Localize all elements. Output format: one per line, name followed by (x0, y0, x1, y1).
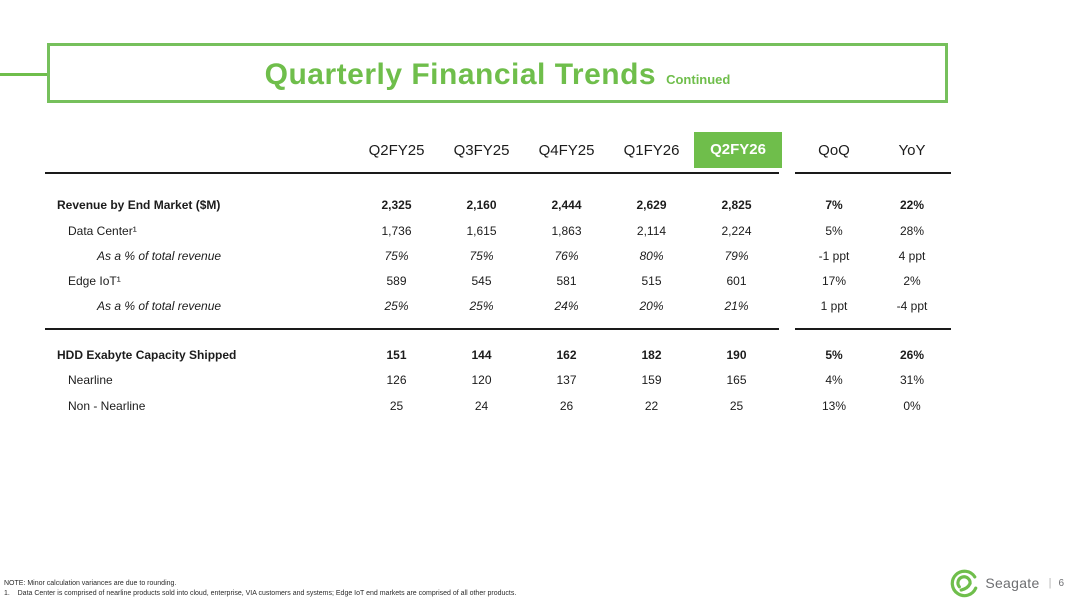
cell-value: 120 (471, 373, 492, 387)
cell-value: 79% (724, 248, 749, 263)
cell-value: 0% (903, 399, 921, 413)
cell-value: 24 (474, 399, 489, 413)
cell-value: 162 (524, 328, 609, 367)
cell-value: 515 (641, 273, 662, 288)
cell-value: 80% (639, 248, 664, 263)
page-number: 6 (1058, 577, 1064, 589)
cell-value: 25% (469, 298, 494, 313)
cell-value: 26 (559, 399, 574, 413)
cell-value: 2,325 (381, 198, 412, 212)
cell-value: 2,444 (551, 198, 582, 212)
cell-value: 137 (556, 373, 577, 387)
row-label: Nearline (68, 373, 113, 387)
cell-value: 13% (821, 399, 847, 413)
column-header-yoy: YoY (873, 128, 951, 174)
column-header-empty (45, 128, 354, 174)
row-label: Revenue by End Market ($M) (57, 198, 221, 212)
cell-value: 1,615 (466, 223, 497, 238)
cell-value: 2,629 (636, 198, 667, 212)
cell-value: 126 (386, 373, 407, 387)
cell-value: 5% (795, 328, 873, 367)
cell-value: 165 (726, 373, 747, 387)
cell-value: -1 ppt (818, 248, 850, 263)
highlight-badge: Q2FY26 (694, 132, 782, 168)
cell-value: 2,114 (636, 223, 667, 238)
cell-value: 601 (726, 273, 747, 288)
cell-value: 1,736 (381, 223, 412, 238)
cell-value: 28% (899, 223, 925, 238)
note-rounding: NOTE: Minor calculation variances are du… (4, 580, 177, 587)
column-header-q1fy26: Q1FY26 (609, 128, 694, 174)
title-box: Quarterly Financial Trends Continued (47, 43, 948, 103)
row-label: As a % of total revenue (97, 298, 222, 313)
footnote-1: 1. Data Center is comprised of nearline … (4, 590, 517, 597)
cell-value: 2,825 (721, 198, 752, 212)
cell-value: 190 (694, 328, 779, 367)
cell-value: 75% (469, 248, 494, 263)
brandmark: Seagate | 6 (949, 568, 1064, 598)
footnotes: NOTE: Minor calculation variances are du… (4, 579, 516, 599)
cell-value: 159 (641, 373, 662, 387)
table-row-edge-iot-pct-of-revenue: As a % of total revenue 25% 25% 24% 20% … (45, 293, 951, 329)
row-label: Edge IoT¹ (68, 273, 121, 288)
column-header-q4fy25: Q4FY25 (524, 128, 609, 174)
brand-name: Seagate (985, 575, 1040, 591)
cell-value: 589 (386, 273, 407, 288)
page-divider: | (1048, 577, 1052, 589)
table-row-non-nearline: Non - Nearline 25 24 26 22 25 13% 0% (45, 393, 951, 419)
cell-value: 1,863 (551, 223, 582, 238)
cell-value: 144 (439, 328, 524, 367)
table-header-row: Q2FY25 Q3FY25 Q4FY25 Q1FY26 Q2FY26 QoQ Y… (45, 128, 951, 174)
cell-value: 2% (903, 273, 921, 288)
cell-value: 25% (384, 298, 409, 313)
row-label: As a % of total revenue (97, 248, 222, 263)
cell-value: 76% (554, 248, 579, 263)
cell-value: 26% (873, 328, 951, 367)
table-row-hdd-exabyte-capacity: HDD Exabyte Capacity Shipped 151 144 162… (45, 328, 951, 367)
page-title-suffix: Continued (666, 72, 731, 87)
column-header-q2fy25: Q2FY25 (354, 128, 439, 174)
cell-value: 31% (899, 373, 925, 387)
title-accent-line (0, 73, 47, 76)
cell-value: 581 (556, 273, 577, 288)
cell-value: 182 (609, 328, 694, 367)
financial-trends-table: Q2FY25 Q3FY25 Q4FY25 Q1FY26 Q2FY26 QoQ Y… (45, 128, 951, 419)
row-label: Data Center¹ (68, 223, 137, 238)
cell-value: -4 ppt (896, 298, 928, 313)
cell-value: 17% (821, 273, 847, 288)
cell-value: 4% (825, 373, 843, 387)
cell-value: 22 (644, 399, 659, 413)
page-title: Quarterly Financial Trends (264, 58, 657, 91)
cell-value: 25 (389, 399, 404, 413)
cell-value: 2,224 (721, 223, 752, 238)
column-header-q3fy25: Q3FY25 (439, 128, 524, 174)
row-label: Non - Nearline (68, 399, 146, 413)
cell-value: 25 (729, 399, 744, 413)
table-row-nearline: Nearline 126 120 137 159 165 4% 31% (45, 367, 951, 393)
table-row-edge-iot: Edge IoT¹ 589 545 581 515 601 17% 2% (45, 268, 951, 293)
cell-value: 545 (471, 273, 492, 288)
cell-value: 4 ppt (898, 248, 926, 263)
table-row-data-center-pct-of-revenue: As a % of total revenue 75% 75% 76% 80% … (45, 243, 951, 268)
cell-value: 5% (825, 223, 843, 238)
cell-value: 21% (724, 298, 749, 313)
cell-value: 20% (639, 298, 664, 313)
cell-value: 151 (354, 328, 439, 367)
cell-value: 2,160 (466, 198, 497, 212)
column-header-qoq: QoQ (795, 128, 873, 174)
seagate-logo-icon (949, 568, 979, 598)
cell-value: 24% (554, 298, 579, 313)
cell-value: 75% (384, 248, 409, 263)
column-header-q2fy26-highlighted: Q2FY26 (694, 128, 782, 174)
cell-value: 1 ppt (820, 298, 848, 313)
row-label: HDD Exabyte Capacity Shipped (45, 328, 354, 367)
cell-value: 7% (825, 198, 843, 212)
cell-value: 22% (899, 198, 925, 212)
table-row-data-center: Data Center¹ 1,736 1,615 1,863 2,114 2,2… (45, 218, 951, 243)
table-row-revenue-by-end-market: Revenue by End Market ($M) 2,325 2,160 2… (45, 173, 951, 218)
